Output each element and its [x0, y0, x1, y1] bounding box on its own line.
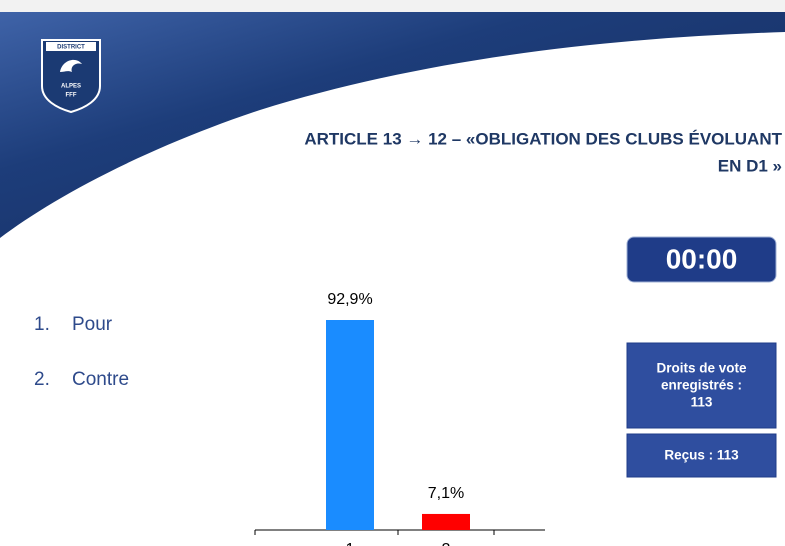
option-label: Pour [72, 314, 113, 335]
received-text: Reçus : 113 [664, 448, 739, 463]
received-box [626, 433, 777, 478]
logo-text: FFF [66, 93, 77, 99]
option-label: Contre [72, 369, 129, 390]
title: ARTICLE 13 → 12 – «OBLIGATION DES CLUBS … [304, 129, 782, 148]
vote-rights-text: enregistrés : [661, 378, 742, 393]
top-strip [0, 0, 785, 12]
data-label: 7,1% [428, 485, 464, 502]
vote-rights-text: 113 [691, 395, 713, 410]
bar [422, 513, 470, 530]
title: EN D1 » [718, 156, 782, 175]
timer-box [626, 236, 777, 283]
logo-shield [41, 39, 101, 114]
option-number: 1. [34, 314, 50, 335]
logo-text: ALPES [61, 84, 81, 90]
logo-banner [46, 42, 96, 51]
data-label: 92,9% [327, 291, 372, 308]
vote-rights-box [626, 342, 777, 429]
x-tick-label: 2 [442, 541, 451, 546]
timer: 00:00 [666, 243, 738, 274]
logo-text: DISTRICT [57, 45, 85, 51]
bar [326, 320, 374, 530]
logo-rooster [60, 59, 82, 72]
header-band [0, 12, 785, 238]
vote-rights-text: Droits de vote [656, 361, 747, 376]
option-number: 2. [34, 369, 50, 390]
logo: DISTRICT ALPES FFF [41, 39, 101, 114]
x-tick-label: 1 [346, 541, 355, 546]
